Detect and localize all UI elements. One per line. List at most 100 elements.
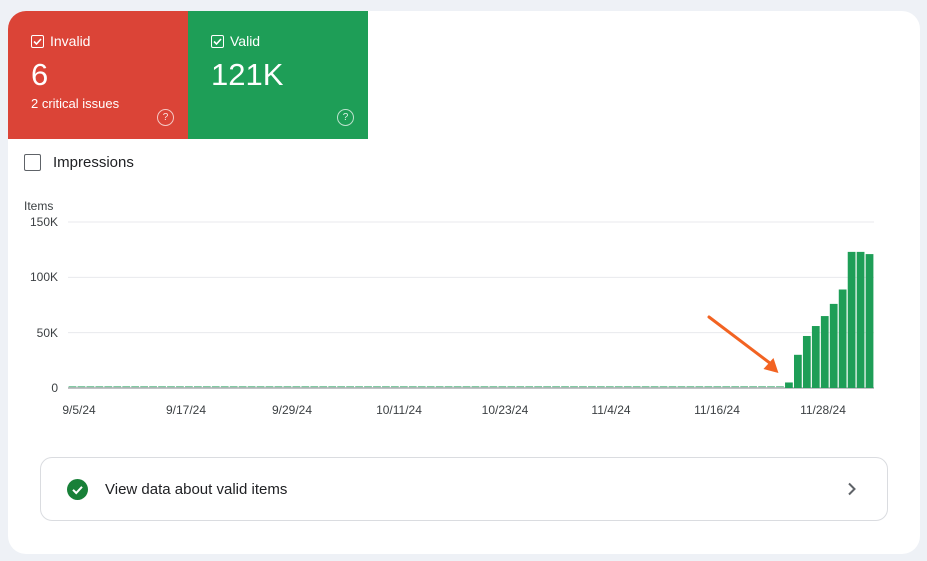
y-tick-label: 50K <box>36 326 58 340</box>
chart-bar <box>122 386 131 388</box>
chart-bar <box>856 251 865 388</box>
chart-bar <box>776 386 784 388</box>
y-tick-label: 0 <box>51 381 58 395</box>
chart-bar <box>838 289 847 388</box>
chart-bar <box>785 382 793 388</box>
annotation-arrowhead <box>763 358 779 373</box>
chart-bar <box>444 386 453 388</box>
chart-bar <box>131 386 140 388</box>
chart-bar <box>391 386 399 388</box>
chart-bar <box>865 254 874 388</box>
chart-bar <box>588 386 596 388</box>
x-tick-label: 10/23/24 <box>481 403 529 417</box>
chart-bar <box>534 386 543 388</box>
chart-bar <box>193 386 202 388</box>
chart-bar <box>605 386 614 388</box>
chart-bar <box>140 386 148 388</box>
x-tick-label: 9/29/24 <box>271 403 313 417</box>
chart-bar <box>632 386 641 388</box>
x-tick-label: 11/28/24 <box>800 403 846 417</box>
chart-bar <box>704 386 713 388</box>
chart-bar <box>247 386 256 388</box>
chart-bar <box>507 386 516 388</box>
checkbox-checked-icon[interactable] <box>211 34 224 48</box>
chart-bar <box>820 316 829 388</box>
chart-bar <box>489 386 498 388</box>
chart-bar <box>561 386 569 388</box>
help-icon[interactable]: ? <box>157 109 174 126</box>
chart-bar <box>176 386 184 388</box>
x-tick-label: 11/16/24 <box>694 403 740 417</box>
checkbox-checked-icon[interactable] <box>31 34 44 48</box>
invalid-label: Invalid <box>50 33 91 49</box>
x-tick-label: 9/5/24 <box>62 403 96 417</box>
valid-tile[interactable]: Valid 121K ? <box>188 11 368 139</box>
chart-bar <box>471 386 480 388</box>
chart-bar <box>426 386 435 388</box>
chart-bar <box>319 386 328 388</box>
chevron-right-icon <box>848 482 856 496</box>
chart-bar <box>596 386 605 388</box>
chart-bar <box>498 386 507 388</box>
chart-bar <box>516 386 525 388</box>
chart-bar <box>220 386 229 388</box>
chart-bar <box>301 386 310 388</box>
chart-bar <box>686 386 695 388</box>
impressions-toggle[interactable]: Impressions <box>24 154 134 171</box>
chart-bar <box>364 386 372 388</box>
help-icon[interactable]: ? <box>337 109 354 126</box>
x-tick-label: 9/17/24 <box>165 403 207 417</box>
chart-bar <box>659 386 668 388</box>
critical-issues-text: 2 critical issues <box>31 96 120 111</box>
view-valid-items-button[interactable]: View data about valid items <box>40 457 888 521</box>
chart-bar <box>167 386 175 388</box>
chart-bar <box>847 251 856 388</box>
chart-bar <box>713 386 722 388</box>
chart-bar <box>229 386 238 388</box>
chart-bar <box>158 386 166 388</box>
annotation-arrow <box>707 315 774 367</box>
chart-bar <box>355 386 363 388</box>
chart-bar <box>68 386 77 388</box>
chart-bar <box>623 386 632 388</box>
chart-bar <box>740 386 749 388</box>
valid-items-chart[interactable] <box>8 11 920 441</box>
chart-bar <box>185 386 193 388</box>
chart-bar <box>95 386 104 388</box>
chart-bar <box>202 386 211 388</box>
check-circle-icon <box>67 478 88 500</box>
chart-bar <box>462 386 471 388</box>
chart-bar <box>767 386 775 388</box>
chart-bar <box>453 386 462 388</box>
chart-bar <box>382 386 390 388</box>
valid-count: 121K <box>211 57 284 92</box>
chart-bar <box>570 386 578 388</box>
chart-bar <box>337 386 346 388</box>
status-card: Invalid 6 2 critical issues ? Valid 121K… <box>8 11 920 554</box>
chart-bar <box>292 386 301 388</box>
chart-bar <box>283 386 292 388</box>
valid-label: Valid <box>230 33 261 49</box>
chart-bar <box>758 386 766 388</box>
chart-bar <box>543 386 551 388</box>
chart-bar <box>552 386 560 388</box>
chart-bar <box>346 386 354 388</box>
chart-bar <box>149 386 157 388</box>
x-tick-label: 10/11/24 <box>376 403 422 417</box>
chart-bar <box>310 386 319 388</box>
invalid-tile[interactable]: Invalid 6 2 critical issues ? <box>8 11 188 139</box>
chart-bar <box>480 386 489 388</box>
chart-bar <box>408 386 417 388</box>
impressions-checkbox[interactable] <box>24 154 41 171</box>
chart-bar <box>749 386 757 388</box>
chart-bar <box>417 386 426 388</box>
chart-bar <box>650 386 659 388</box>
chart-bar <box>525 386 534 388</box>
chart-bar <box>238 386 247 388</box>
chart-bar <box>614 386 623 388</box>
chart-bar <box>265 386 274 388</box>
chart-bar <box>399 386 408 388</box>
chart-bar <box>802 335 811 388</box>
chart-bar <box>274 386 283 388</box>
chart-bar <box>731 386 740 388</box>
